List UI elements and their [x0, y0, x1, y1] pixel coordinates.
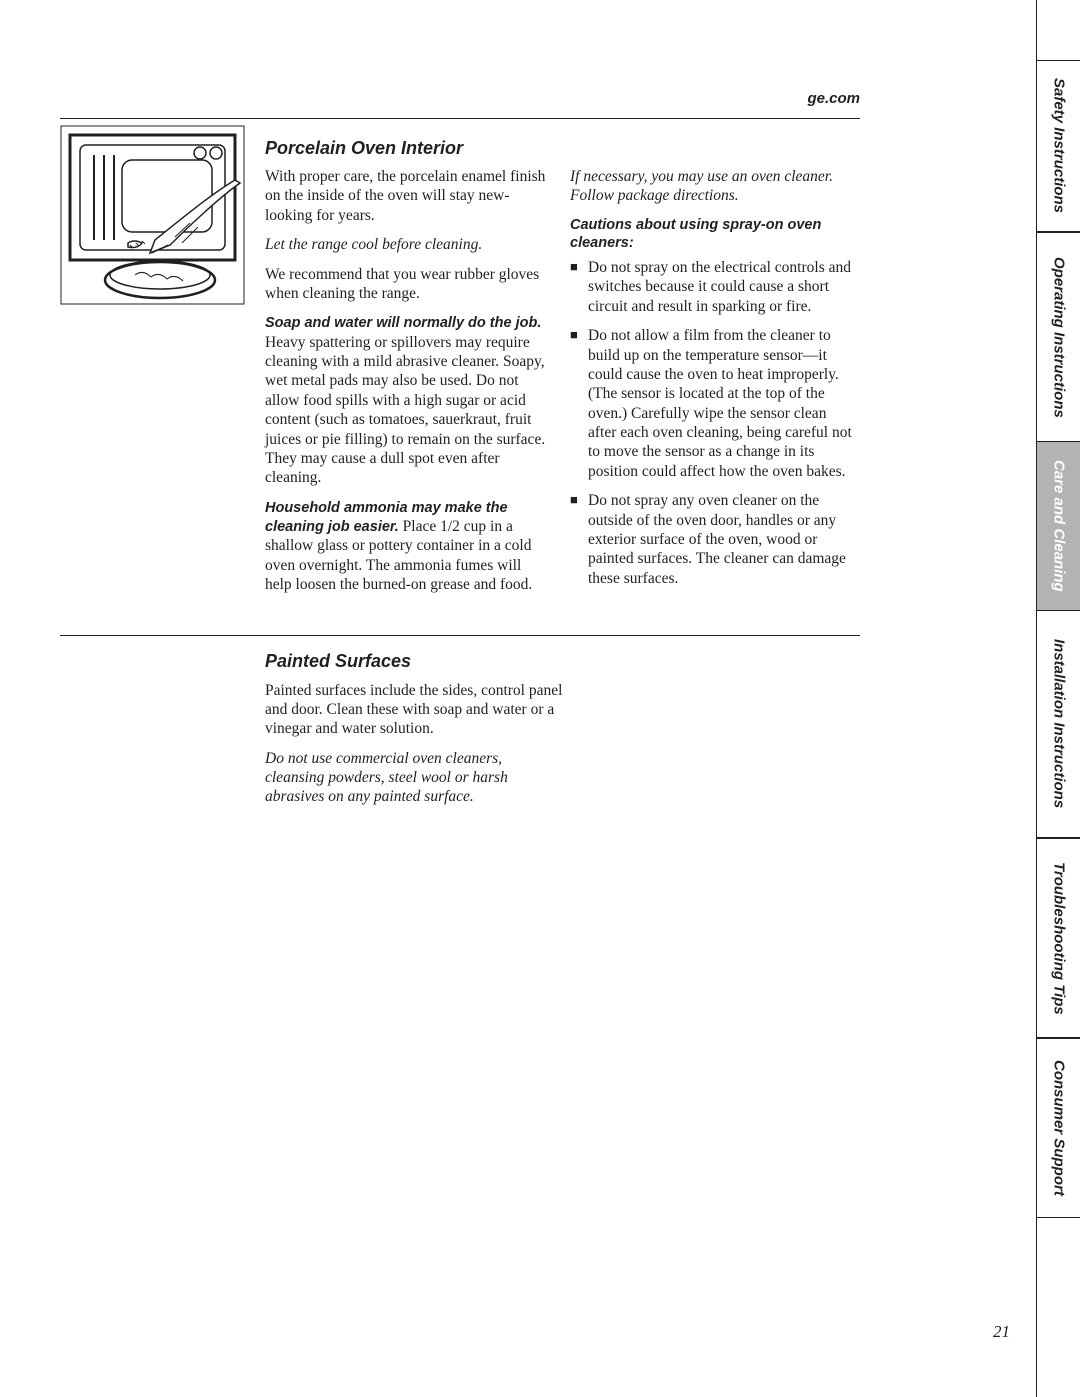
side-tab[interactable]: Consumer Support: [1037, 1038, 1080, 1218]
section-title-painted: Painted Surfaces: [265, 650, 565, 673]
bullet-list: Do not spray on the electrical controls …: [570, 258, 855, 588]
section-painted: Painted Surfaces Painted surfaces includ…: [265, 650, 565, 817]
page-number: 21: [993, 1322, 1010, 1342]
bullet-item: Do not allow a film from the cleaner to …: [570, 326, 855, 481]
side-tab[interactable]: Installation Instructions: [1037, 610, 1080, 838]
column-left: With proper care, the porcelain enamel f…: [265, 167, 550, 605]
body-text: Painted surfaces include the sides, cont…: [265, 681, 565, 739]
side-tab[interactable]: Troubleshooting Tips: [1037, 838, 1080, 1038]
column-right: If necessary, you may use an oven cleane…: [570, 167, 855, 605]
side-tab-strip: Safety InstructionsOperating Instruction…: [1036, 0, 1080, 1397]
body-text: Heavy spattering or spillovers may requi…: [265, 334, 545, 487]
body-text: Soap and water will normally do the job.…: [265, 313, 550, 487]
lead-in-bold: Soap and water will normally do the job.: [265, 315, 541, 331]
body-text: We recommend that you wear rubber gloves…: [265, 265, 550, 304]
side-tab[interactable]: Care and Cleaning: [1037, 442, 1080, 610]
header-url: ge.com: [807, 90, 860, 107]
body-text: Household ammonia may make the cleaning …: [265, 498, 550, 595]
body-text-italic: If necessary, you may use an oven cleane…: [570, 167, 855, 206]
body-text-italic: Let the range cool before cleaning.: [265, 235, 550, 254]
body-text: With proper care, the porcelain enamel f…: [265, 167, 550, 225]
rule-top: [60, 118, 860, 119]
bullet-item: Do not spray on the electrical controls …: [570, 258, 855, 316]
section-title-porcelain: Porcelain Oven Interior: [265, 138, 860, 159]
rule-mid: [60, 635, 860, 636]
section-porcelain: Porcelain Oven Interior With proper care…: [265, 138, 860, 605]
cautions-heading: Cautions about using spray-on oven clean…: [570, 216, 855, 252]
side-tab[interactable]: Operating Instructions: [1037, 232, 1080, 442]
body-text-italic: Do not use commercial oven cleaners, cle…: [265, 749, 565, 807]
side-tab[interactable]: Safety Instructions: [1037, 60, 1080, 232]
bullet-item: Do not spray any oven cleaner on the out…: [570, 491, 855, 588]
oven-cleaning-illustration: [60, 125, 245, 305]
two-column-layout: With proper care, the porcelain enamel f…: [265, 167, 860, 605]
